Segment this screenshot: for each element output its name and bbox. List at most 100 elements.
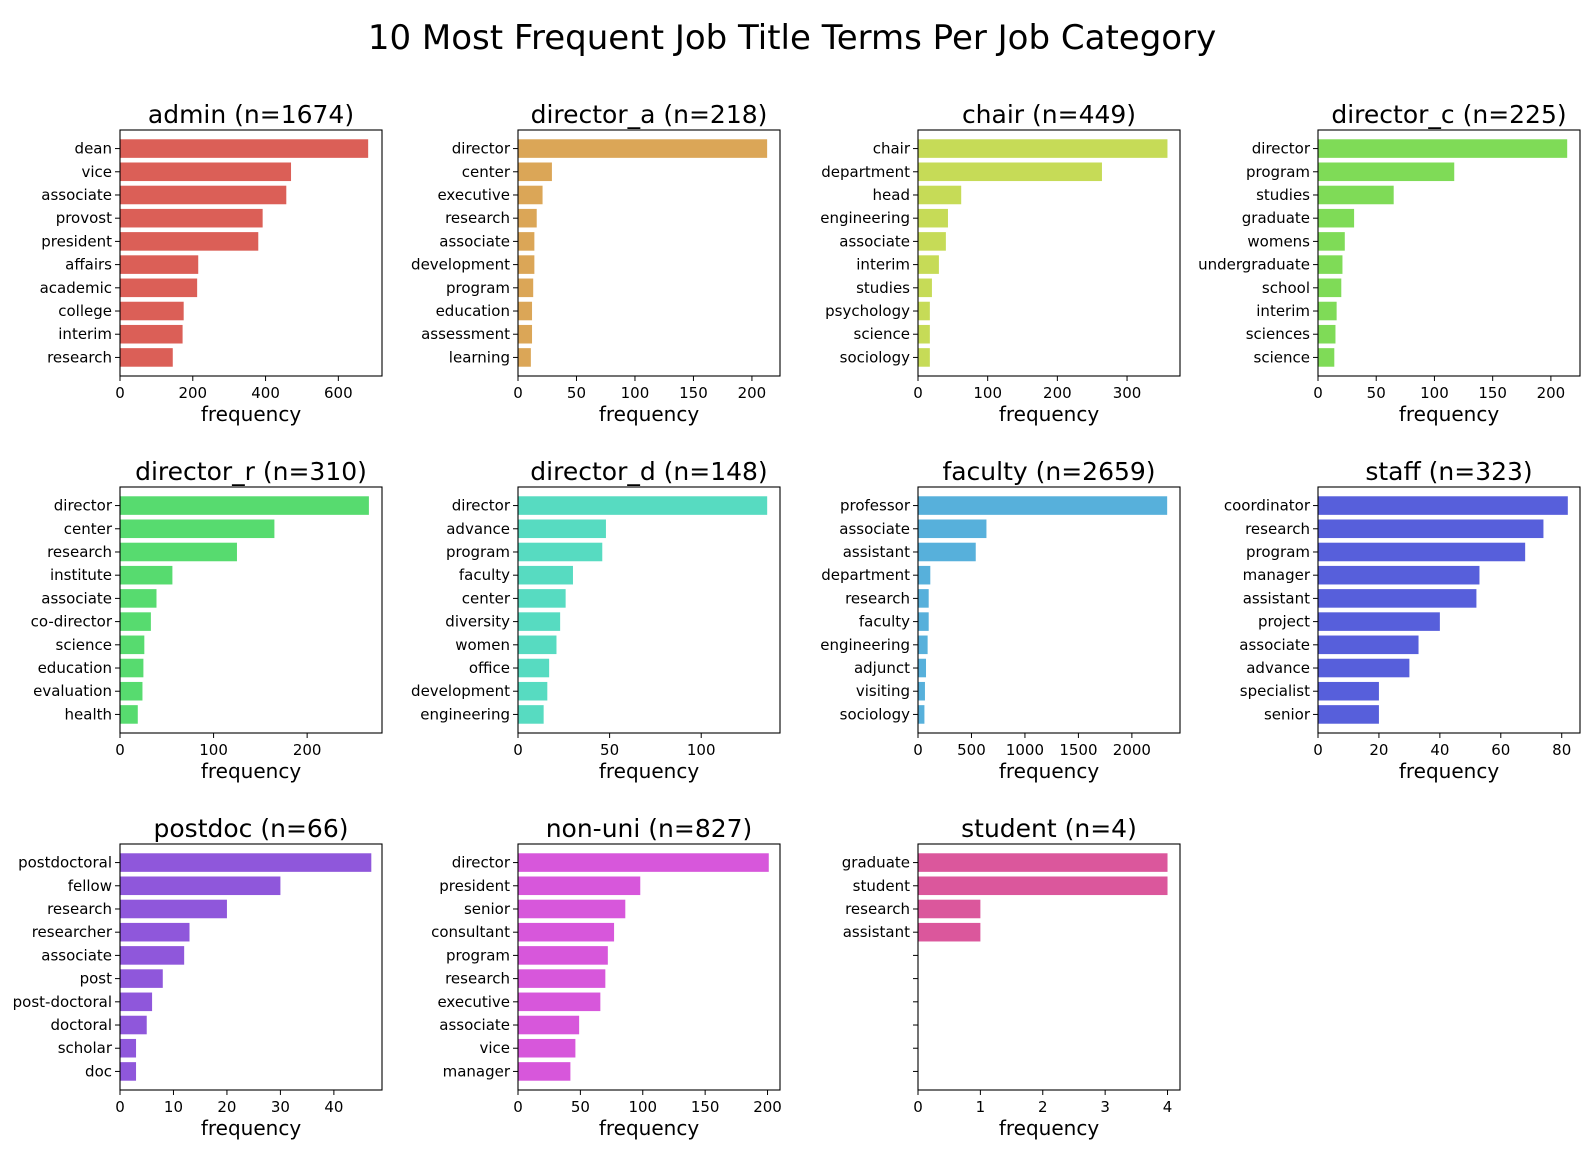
y-tick-label: postdoctoral [18,854,112,872]
bar [518,162,552,182]
y-tick-label: director [452,497,511,515]
bar [918,348,930,367]
x-tick-label: 50 [567,384,586,402]
y-tick-label: program [446,543,510,561]
bar [1318,208,1355,228]
x-tick-label: 50 [571,1098,590,1116]
bar [518,946,608,965]
x-tick-label: 60 [1491,741,1510,759]
y-tick-label: vice [479,1039,510,1057]
y-tick-label: development [411,256,510,274]
y-tick-label: provost [56,209,112,227]
y-tick-label: health [65,705,112,723]
subplot-title: director_c (n=225) [1331,100,1566,129]
y-tick-label: institute [50,566,112,584]
y-tick-label: school [1262,279,1310,297]
x-axis-label: frequency [201,402,301,426]
y-tick-label: research [445,970,510,988]
axes-frame [119,486,383,734]
y-tick-label: research [47,543,112,561]
x-tick-label: 50 [600,741,619,759]
y-tick-label: manager [1243,566,1311,584]
bar [1318,681,1379,701]
x-axis-label: frequency [999,402,1099,426]
bar [120,612,151,631]
bar [120,255,199,274]
x-axis-label: frequency [599,402,699,426]
y-tick-label: education [38,659,112,677]
bar [518,899,626,919]
subplot-title: director_r (n=310) [135,457,367,486]
subplot-2: chair (n=449) chair department head engineer… [820,100,1181,426]
bar [1318,278,1342,298]
x-tick-label: 0 [913,741,923,759]
subplot-6: faculty (n=2659) professor associate assist… [820,457,1181,783]
x-tick-label: 200 [1537,384,1566,402]
y-tick-label: associate [1239,636,1310,654]
y-tick-label: executive [437,993,510,1011]
y-tick-label: associate [41,186,112,204]
y-tick-label: development [411,682,510,700]
y-tick-label: college [58,302,112,320]
x-axis-label: frequency [201,1116,301,1140]
x-axis-label: frequency [999,759,1099,783]
y-tick-label: associate [839,232,910,250]
y-tick-label: diversity [445,613,510,631]
bar [1318,542,1526,562]
y-tick-label: program [1246,543,1310,561]
x-axis-label: frequency [1399,402,1499,426]
y-tick-label: engineering [820,636,910,654]
bar [1318,565,1480,585]
x-tick-label: 80 [1552,741,1571,759]
y-tick-label: research [1245,520,1310,538]
bar [918,658,927,678]
y-tick-label: women [455,636,510,654]
x-tick-label: 0 [1313,384,1323,402]
y-tick-label: studies [1256,186,1310,204]
y-tick-label: senior [464,900,511,918]
bar [120,208,263,228]
subplot-10: student (n=4) graduate student research assi… [842,814,1181,1140]
y-tick-label: director [1252,140,1311,158]
y-tick-label: sociology [840,348,910,366]
y-tick-label: researcher [32,923,113,941]
x-tick-label: 1500 [1059,741,1097,759]
y-tick-label: program [446,946,510,964]
y-tick-label: associate [839,520,910,538]
bar [518,1038,576,1058]
y-tick-label: faculty [459,566,510,584]
y-tick-label: education [436,302,510,320]
bar [518,301,533,321]
bar [1318,139,1568,158]
x-tick-label: 100 [687,741,716,759]
y-tick-label: undergraduate [1198,256,1310,274]
y-tick-label: program [446,279,510,297]
bar [120,658,144,678]
x-axis-label: frequency [599,759,699,783]
axes-frame [119,843,383,1091]
bar [120,348,173,367]
axes-frame [917,486,1181,734]
bar [1318,162,1455,182]
subplot-title: staff (n=323) [1365,457,1532,486]
y-tick-label: program [1246,163,1310,181]
x-tick-label: 30 [271,1098,290,1116]
x-axis-label: frequency [1399,759,1499,783]
bar [918,519,987,539]
bar [120,232,259,251]
axes-frame [517,843,781,1091]
y-tick-label: sociology [840,705,910,723]
x-tick-label: 0 [1313,741,1323,759]
bar [518,1015,580,1035]
panels: admin (n=1674) dean vice associate provost pr… [13,100,1581,1140]
bar [918,278,932,298]
bar [120,185,287,205]
y-tick-label: post [80,970,113,988]
x-tick-label: 0 [913,384,923,402]
y-tick-label: interim [58,325,112,343]
bar [120,1015,147,1035]
x-tick-label: 200 [753,1098,782,1116]
x-tick-label: 200 [178,384,207,402]
y-tick-label: post-doctoral [13,993,112,1011]
bar [518,969,606,988]
